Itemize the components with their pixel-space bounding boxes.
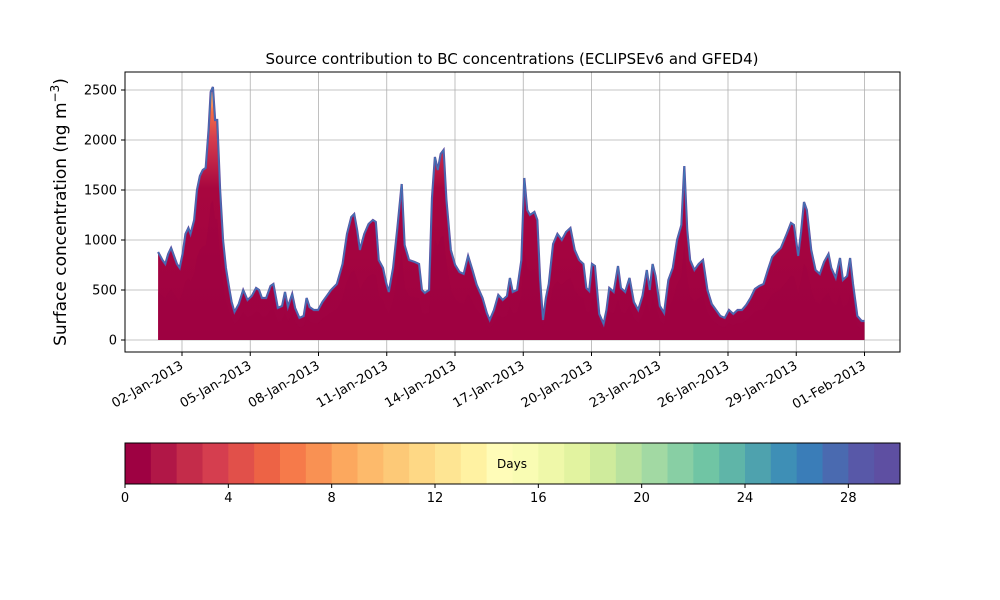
y-axis-label-sup: −3 [48,85,62,103]
colorbar-cell [383,443,410,484]
area-fill [158,87,865,340]
colorbar-tick-label: 20 [633,491,650,506]
x-tick-label: 20-Jan-2013 [519,358,596,411]
colorbar-cell [435,443,462,484]
colorbar-cell [150,443,178,484]
colorbar-tick-label: 0 [121,491,129,506]
x-tick-label: 02-Jan-2013 [109,358,186,411]
y-axis-label: Surface concentration (ng m−3) [48,78,71,346]
y-tick-label: 1500 [84,184,117,199]
y-tick-label: 2000 [84,134,117,149]
colorbar-cell [848,443,875,484]
colorbar-ticks: 0 4 8 12 16 20 24 28 [121,484,857,506]
colorbar-cell [202,443,229,484]
colorbar-cell [409,443,436,484]
chart-title: Source contribution to BC concentrations… [265,50,758,68]
colorbar-tick-label: 12 [427,491,444,506]
colorbar-tick-label: 4 [224,491,232,506]
colorbar-cell [357,443,384,484]
y-axis-label-close: ) [51,78,71,85]
colorbar: Days 0 4 8 12 16 20 24 28 [121,442,901,506]
colorbar-cell [719,443,746,484]
x-tick-label: 01-Feb-2013 [790,358,869,412]
colorbar-cell [796,443,824,484]
colorbar-tick-label: 24 [737,491,754,506]
colorbar-cell [176,443,204,484]
colorbar-cells [125,443,901,484]
colorbar-cell [874,443,901,484]
area-layers [157,86,865,340]
colorbar-cell [693,443,720,484]
colorbar-cell [745,443,772,484]
colorbar-cell [486,443,514,484]
y-axis-ticks: 0 500 1000 1500 2000 2500 [84,84,125,349]
x-tick-label: 08-Jan-2013 [246,358,323,411]
colorbar-cell [822,443,849,484]
colorbar-tick-label: 16 [530,491,547,506]
colorbar-cell [538,443,565,484]
colorbar-cell [305,443,333,484]
y-tick-label: 500 [92,284,117,299]
colorbar-tick-label: 8 [328,491,336,506]
colorbar-cell [770,443,798,484]
colorbar-cell [460,443,488,484]
x-tick-label: 17-Jan-2013 [451,358,528,411]
x-tick-label: 11-Jan-2013 [314,358,391,411]
colorbar-cell [228,443,255,484]
colorbar-tick-label: 28 [840,491,857,506]
colorbar-cell [615,443,643,484]
y-axis-label-main: Surface concentration (ng m [51,102,71,345]
colorbar-label: Days [497,457,527,471]
colorbar-cell [512,443,539,484]
area-top-line-inner [157,86,865,326]
main-chart: Source contribution to BC concentrations… [48,50,901,412]
y-tick-label: 2500 [84,84,117,99]
y-tick-label: 0 [109,334,117,349]
x-tick-label: 26-Jan-2013 [655,358,732,411]
x-tick-label: 14-Jan-2013 [382,358,459,411]
area-inner-layer [158,200,865,340]
colorbar-cell [590,443,617,484]
colorbar-cell [667,443,694,484]
plot-frame [124,71,901,353]
y-tick-label: 1000 [84,234,117,249]
colorbar-cell [254,443,281,484]
colorbar-frame [124,442,901,485]
colorbar-cell [331,443,359,484]
colorbar-cell [564,443,591,484]
x-tick-label: 05-Jan-2013 [178,358,255,411]
colorbar-cell [125,443,152,484]
x-axis-ticks: 02-Jan-201305-Jan-201308-Jan-201311-Jan-… [109,352,869,412]
x-tick-label: 23-Jan-2013 [587,358,664,411]
colorbar-cell [280,443,307,484]
colorbar-cell [641,443,669,484]
x-tick-label: 29-Jan-2013 [724,358,801,411]
